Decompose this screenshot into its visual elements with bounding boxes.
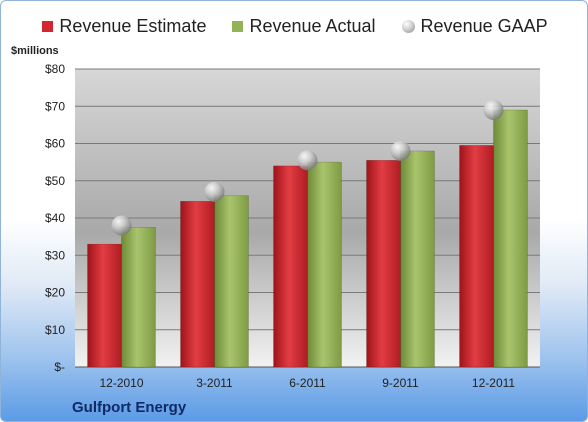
legend-swatch-gaap [401, 20, 415, 33]
legend-label-estimate: Revenue Estimate [59, 16, 207, 36]
legend-item-actual: Revenue Actual [232, 16, 376, 37]
y-tick-label: $50 [45, 174, 65, 188]
y-tick-label: $70 [45, 99, 65, 113]
chart-legend: Revenue Estimate Revenue Actual Revenue … [1, 16, 587, 37]
bar-revenue-actual [121, 227, 156, 368]
gaap-markers-group [111, 99, 504, 236]
bar-revenue-estimate [87, 243, 122, 368]
bars-group [87, 109, 528, 368]
bar-revenue-estimate [273, 165, 308, 368]
marker-revenue-gaap [390, 140, 411, 161]
bar-revenue-actual [214, 195, 249, 368]
bar-revenue-actual [493, 109, 528, 368]
company-name: Gulfport Energy [72, 399, 187, 416]
x-tick-label: 3-2011 [196, 376, 233, 390]
bar-revenue-actual [400, 150, 435, 368]
legend-label-gaap: Revenue GAAP [420, 16, 548, 36]
y-tick-label: $10 [45, 323, 65, 337]
legend-label-actual: Revenue Actual [249, 16, 376, 36]
y-tick-label: $20 [45, 286, 65, 300]
legend-swatch-estimate [42, 21, 54, 32]
bar-revenue-estimate [366, 160, 401, 368]
y-axis-ticks: $- $10 $20 $30 $40 $50 $60 $70 $80 [45, 62, 65, 374]
y-tick-label: $40 [45, 211, 65, 225]
bar-revenue-actual [307, 161, 342, 368]
legend-swatch-actual [232, 21, 244, 32]
y-axis-unit-label: $millions [11, 45, 59, 57]
x-tick-label: 9-2011 [382, 376, 419, 390]
legend-item-estimate: Revenue Estimate [42, 16, 206, 37]
x-tick-label: 12-2011 [472, 376, 515, 390]
marker-revenue-gaap [297, 150, 318, 171]
y-tick-label: $60 [45, 137, 65, 151]
y-tick-label: $30 [45, 248, 65, 262]
marker-revenue-gaap [111, 215, 132, 236]
bar-revenue-estimate [180, 200, 215, 368]
x-axis-ticks: 12-2010 3-2011 6-2011 9-2011 12-2011 [99, 376, 515, 390]
marker-revenue-gaap [483, 99, 504, 120]
x-tick-label: 12-2010 [99, 376, 143, 390]
y-tick-label: $- [54, 360, 65, 374]
bar-revenue-estimate [459, 145, 494, 368]
y-tick-label: $80 [45, 62, 65, 76]
x-tick-label: 6-2011 [289, 376, 326, 390]
marker-revenue-gaap [204, 181, 225, 202]
legend-item-gaap: Revenue GAAP [401, 16, 548, 37]
